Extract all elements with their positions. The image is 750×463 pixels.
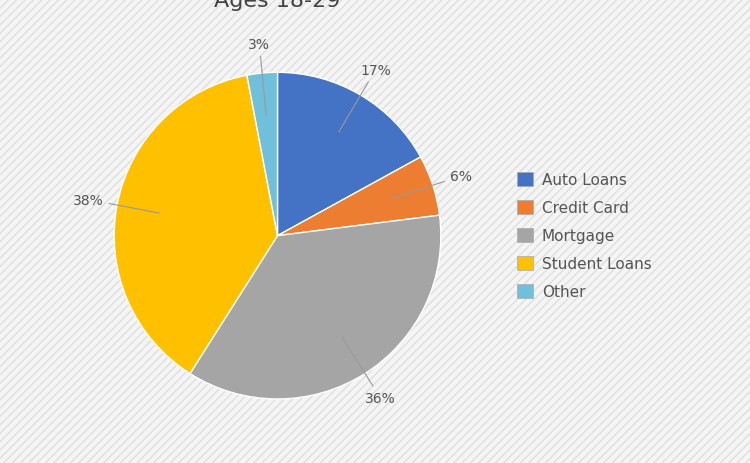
Wedge shape [278,73,421,236]
Wedge shape [247,73,278,236]
Title: Ages 18-29: Ages 18-29 [214,0,340,12]
Text: 6%: 6% [392,170,472,199]
Text: 36%: 36% [342,338,396,406]
Wedge shape [278,157,440,236]
Wedge shape [114,76,278,374]
Legend: Auto Loans, Credit Card, Mortgage, Student Loans, Other: Auto Loans, Credit Card, Mortgage, Stude… [510,165,659,307]
Text: 38%: 38% [73,193,159,213]
Text: 3%: 3% [248,38,270,117]
Wedge shape [190,216,441,399]
Text: 17%: 17% [339,63,391,133]
